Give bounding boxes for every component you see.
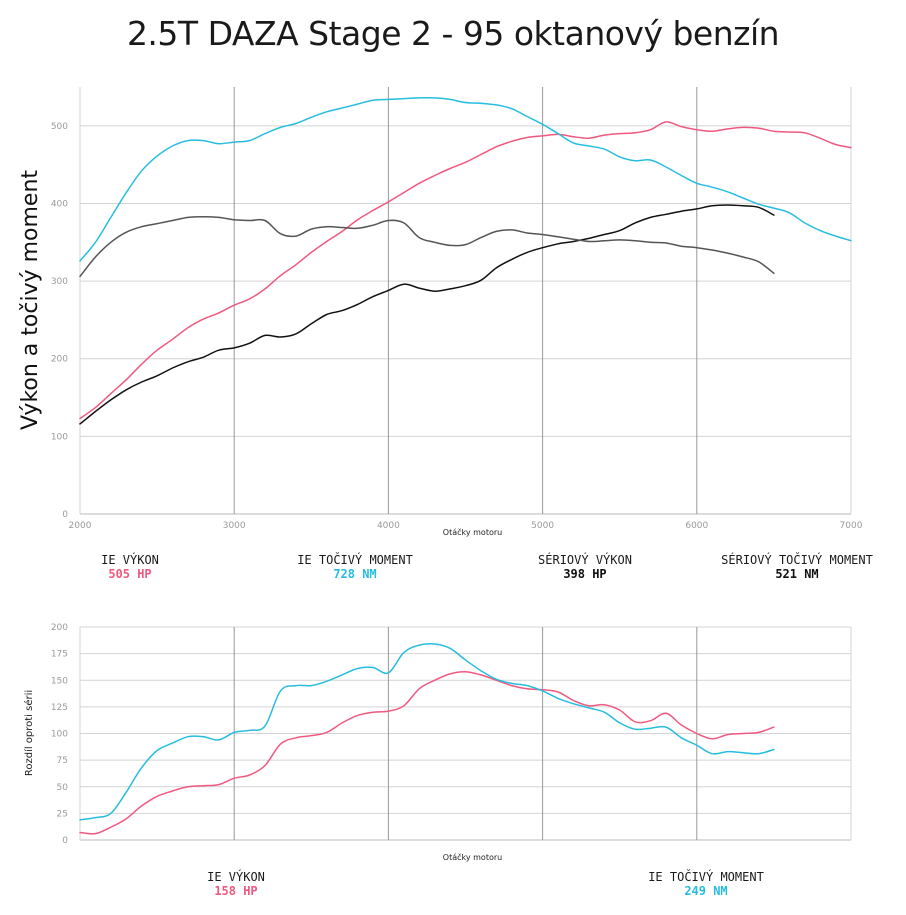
legend-value: 521 NM [775,567,819,581]
y-tick-label: 300 [51,277,68,287]
y-tick-label: 200 [51,355,68,365]
legend-label: IE TOČIVÝ MOMENT [648,870,764,884]
legend-bottom-ie-torque: IE TOČIVÝ MOMENT 249 NM [631,870,781,898]
x-tick-label: 3000 [223,521,246,531]
legend-top-ie-torque: IE TOČIVÝ MOMENT 728 NM [280,553,430,581]
legend-label: IE TOČIVÝ MOMENT [297,553,413,567]
legend-value: 398 HP [563,567,607,581]
y-tick-label: 175 [51,650,68,660]
y-tick-label: 100 [51,432,68,442]
legend-value: 249 NM [684,884,728,898]
y-tick-label: 150 [51,676,68,686]
legend-value: 505 HP [108,567,152,581]
y-tick-label: 100 [51,730,68,740]
legend-top-stock-torque: SÉRIOVÝ TOČIVÝ MOMENT 521 NM [712,553,882,581]
legend-label: IE VÝKON [101,553,159,567]
x-axis-label: Otáčky motoru [443,852,502,862]
y-tick-label: 500 [51,122,68,132]
y-tick-label: 400 [51,199,68,209]
x-tick-label: 6000 [685,521,708,531]
x-tick-label: 7000 [840,521,863,531]
y-tick-label: 125 [51,703,68,713]
y-tick-label: 0 [62,510,68,520]
series-line-seriovy-vykon [79,204,775,425]
legend-label: SÉRIOVÝ TOČIVÝ MOMENT [721,553,873,567]
y-axis-label: Výkon a točivý moment [18,170,43,430]
y-tick-label: 25 [57,809,68,819]
legend-label: SÉRIOVÝ VÝKON [538,553,632,567]
legend-bottom-ie-power: IE VÝKON 158 HP [176,870,296,898]
legend-top-ie-power: IE VÝKON 505 HP [70,553,190,581]
series-line-ie-vykon [79,121,852,420]
x-axis-label: Otáčky motoru [443,527,502,537]
legend-top-stock-power: SÉRIOVÝ VÝKON 398 HP [515,553,655,581]
y-tick-label: 0 [62,836,68,846]
series-line-seriovy-tocivy-moment [79,215,775,278]
chart-title: 2.5T DAZA Stage 2 - 95 oktanový benzín [126,14,780,53]
y-tick-label: 75 [57,756,68,766]
legend-label: IE VÝKON [207,870,265,884]
x-tick-label: 4000 [377,521,400,531]
x-tick-label: 5000 [531,521,554,531]
y-axis-label: Rozdíl oproti sérii [23,690,35,776]
x-tick-label: 2000 [69,521,92,531]
series-line-ie-tocivy-moment [79,96,852,262]
series-line-ie-tocivy-moment [79,643,775,821]
y-tick-label: 200 [51,623,68,633]
y-tick-label: 50 [57,783,69,793]
series-line-ie-vykon [79,670,775,835]
legend-value: 728 NM [333,567,377,581]
legend-value: 158 HP [214,884,258,898]
